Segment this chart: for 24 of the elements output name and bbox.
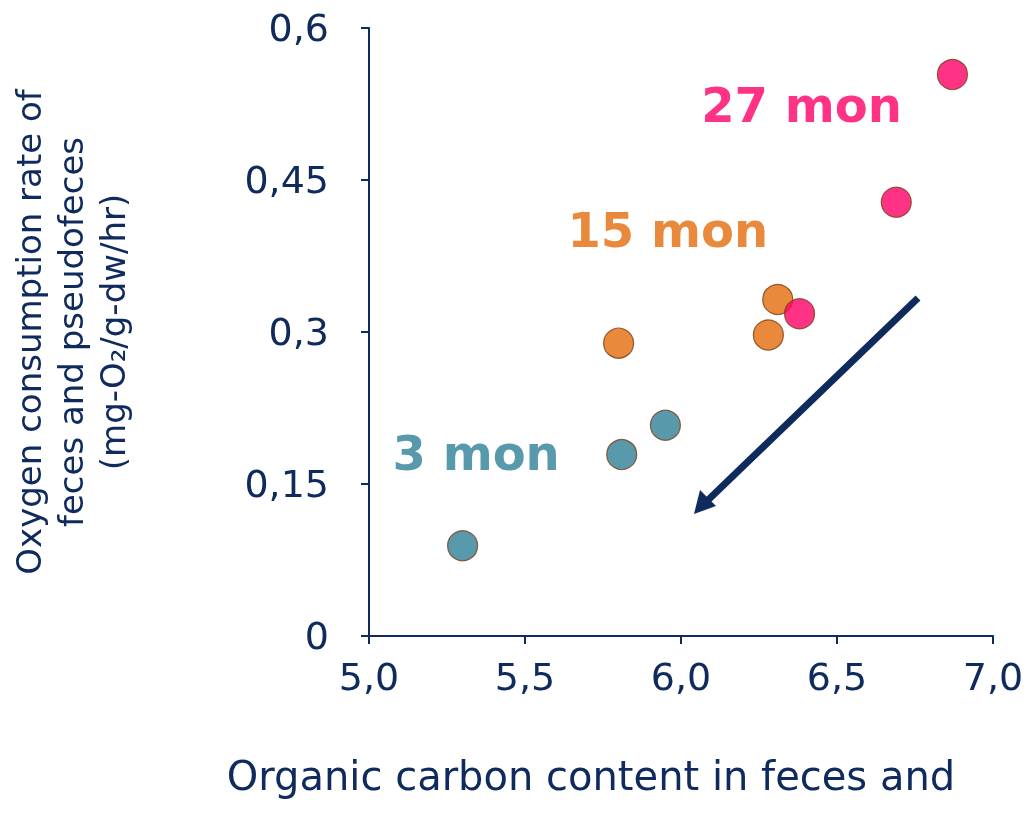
x-axis-title: Organic carbon content in feces and [226, 753, 956, 799]
x-tick-label: 6,5 [806, 655, 868, 699]
point [606, 439, 638, 471]
y-tick-label: 0,6 [268, 6, 329, 50]
x-tick-label: 6,0 [650, 655, 712, 699]
point [783, 298, 816, 330]
point [936, 59, 969, 91]
point [880, 186, 912, 218]
point [447, 530, 479, 562]
point [649, 409, 681, 441]
x-tick-label: 5,0 [338, 655, 400, 699]
point [762, 283, 794, 316]
y-tick-label: 0 [304, 614, 329, 658]
x-tick-label: 5,5 [494, 655, 556, 699]
y-tick-label: 0,3 [268, 310, 329, 354]
point [752, 319, 784, 351]
x-tick-label: 7,0 [962, 655, 1024, 699]
y-tick-label: 0,15 [244, 462, 329, 506]
series-label: 3 mon [392, 425, 560, 482]
series-label: 27 mon [701, 76, 902, 133]
y-axis-title: Oxygen consumption rate of feces and pseudofeces (mg-O₂/g-dw/hr) [9, 88, 133, 575]
point [603, 327, 635, 359]
series-label: 15 mon [567, 201, 769, 258]
y-tick-label: 0,45 [244, 158, 329, 202]
